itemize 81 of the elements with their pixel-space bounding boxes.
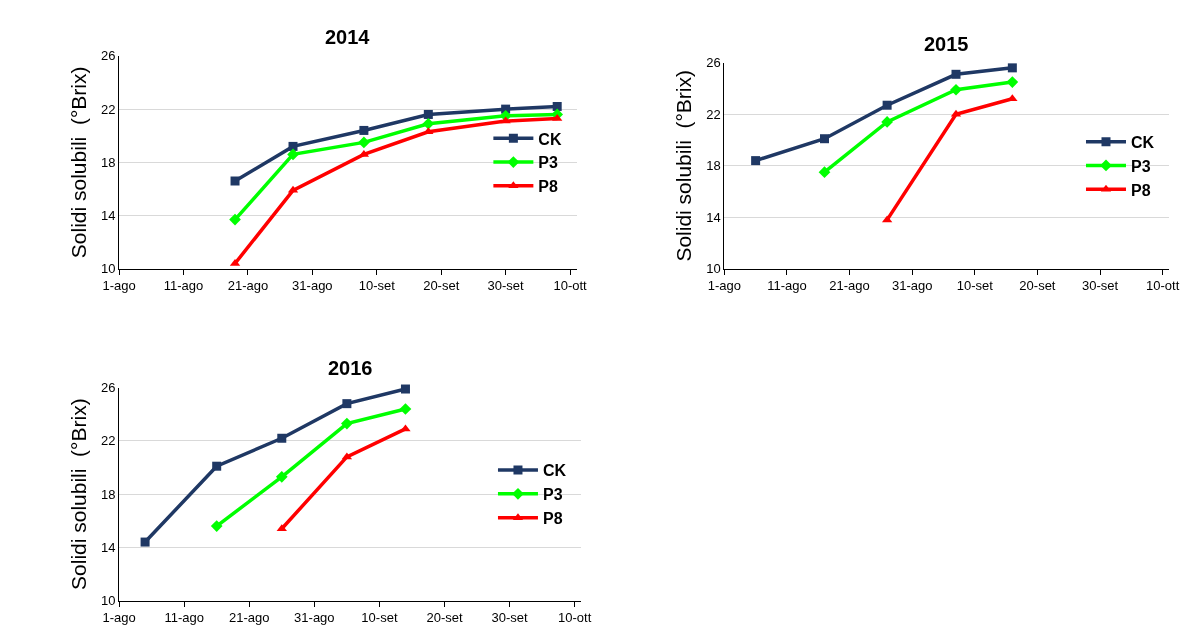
y-tick-label: 22 — [706, 106, 721, 122]
x-tick-label: 20-set — [426, 610, 463, 626]
y-tick-label: 22 — [100, 433, 116, 449]
x-tick-label: 10-ott — [1146, 278, 1180, 294]
y-tick-label: 10 — [706, 261, 721, 277]
x-tick-label: 30-set — [487, 278, 525, 294]
x-tick-label: 10-set — [956, 278, 994, 294]
x-tick-label: 10-ott — [553, 278, 588, 294]
x-tick-label: 1-ago — [102, 610, 136, 626]
x-tick-label: 30-set — [1081, 278, 1119, 294]
y-tick-label: 22 — [100, 101, 116, 117]
point — [751, 156, 761, 166]
x-tick-label: 1-ago — [707, 278, 741, 294]
point — [1006, 76, 1019, 88]
y-tick-label: 18 — [100, 486, 116, 502]
y-tick-label: 14 — [100, 208, 116, 224]
legend-label: P3 — [538, 154, 559, 172]
point — [359, 125, 369, 135]
point — [423, 109, 433, 119]
y-tick-label: 10 — [100, 593, 116, 609]
point — [276, 524, 287, 532]
point — [552, 101, 562, 111]
x-tick-label: 31-ago — [891, 278, 933, 294]
legend-label: P8 — [542, 509, 563, 527]
point — [882, 100, 892, 110]
point — [400, 384, 410, 394]
point — [275, 471, 288, 483]
point — [341, 417, 353, 430]
point — [288, 141, 298, 151]
point — [212, 461, 222, 471]
x-tick-label: 11-ago — [767, 278, 807, 294]
y-tick-label: 18 — [100, 154, 116, 170]
chart-title: 2014 — [325, 26, 371, 48]
y-tick-label: 26 — [706, 55, 721, 71]
y-axis-title: Solidi solubili (°Brix) — [67, 398, 91, 590]
chart-title: 2016 — [328, 357, 373, 379]
point — [230, 176, 240, 186]
y-tick-label: 26 — [100, 380, 116, 396]
legend-label: P3 — [542, 486, 563, 504]
y-tick-label: 26 — [100, 48, 116, 64]
point — [229, 213, 241, 226]
point — [210, 520, 223, 532]
y-axis-title: Solidi solubili (°Brix) — [672, 69, 696, 262]
y-tick-label: 14 — [706, 209, 721, 225]
point — [818, 166, 831, 179]
x-tick-label: 21-ago — [229, 610, 270, 626]
y-axis-title: Solidi solubili (°Brix) — [67, 66, 91, 259]
point — [399, 403, 412, 415]
x-tick-label: 21-ago — [829, 278, 870, 294]
x-tick-label: 31-ago — [292, 278, 333, 294]
x-tick-label: 30-set — [491, 610, 529, 626]
x-tick-label: 1-ago — [102, 278, 136, 294]
y-tick-label: 14 — [100, 539, 116, 555]
point — [277, 433, 287, 443]
legend-label: CK — [542, 462, 567, 480]
legend-label: CK — [1130, 133, 1155, 151]
legend-label: P3 — [1130, 157, 1151, 175]
point — [881, 116, 893, 128]
y-tick-label: 10 — [100, 261, 116, 277]
x-tick-label: 21-ago — [227, 278, 269, 294]
x-tick-label: 20-set — [423, 278, 460, 294]
x-tick-label: 31-ago — [294, 610, 335, 626]
x-tick-label: 10-set — [361, 610, 398, 626]
x-tick-label: 11-ago — [163, 278, 204, 294]
point — [1007, 63, 1017, 73]
point — [287, 148, 299, 161]
point — [358, 136, 370, 149]
legend-label: P8 — [1130, 181, 1151, 199]
chart-title: 2015 — [924, 33, 969, 55]
x-tick-label: 11-ago — [164, 610, 204, 626]
y-tick-label: 18 — [706, 158, 721, 174]
point — [950, 83, 962, 96]
point — [342, 399, 352, 409]
x-tick-label: 10-set — [358, 278, 396, 294]
legend-label: P8 — [538, 178, 559, 196]
point — [951, 69, 961, 79]
point — [140, 537, 150, 547]
point — [820, 134, 829, 144]
x-tick-label: 10-ott — [558, 610, 592, 626]
x-tick-label: 20-set — [1019, 278, 1056, 294]
legend-label: CK — [538, 130, 562, 148]
